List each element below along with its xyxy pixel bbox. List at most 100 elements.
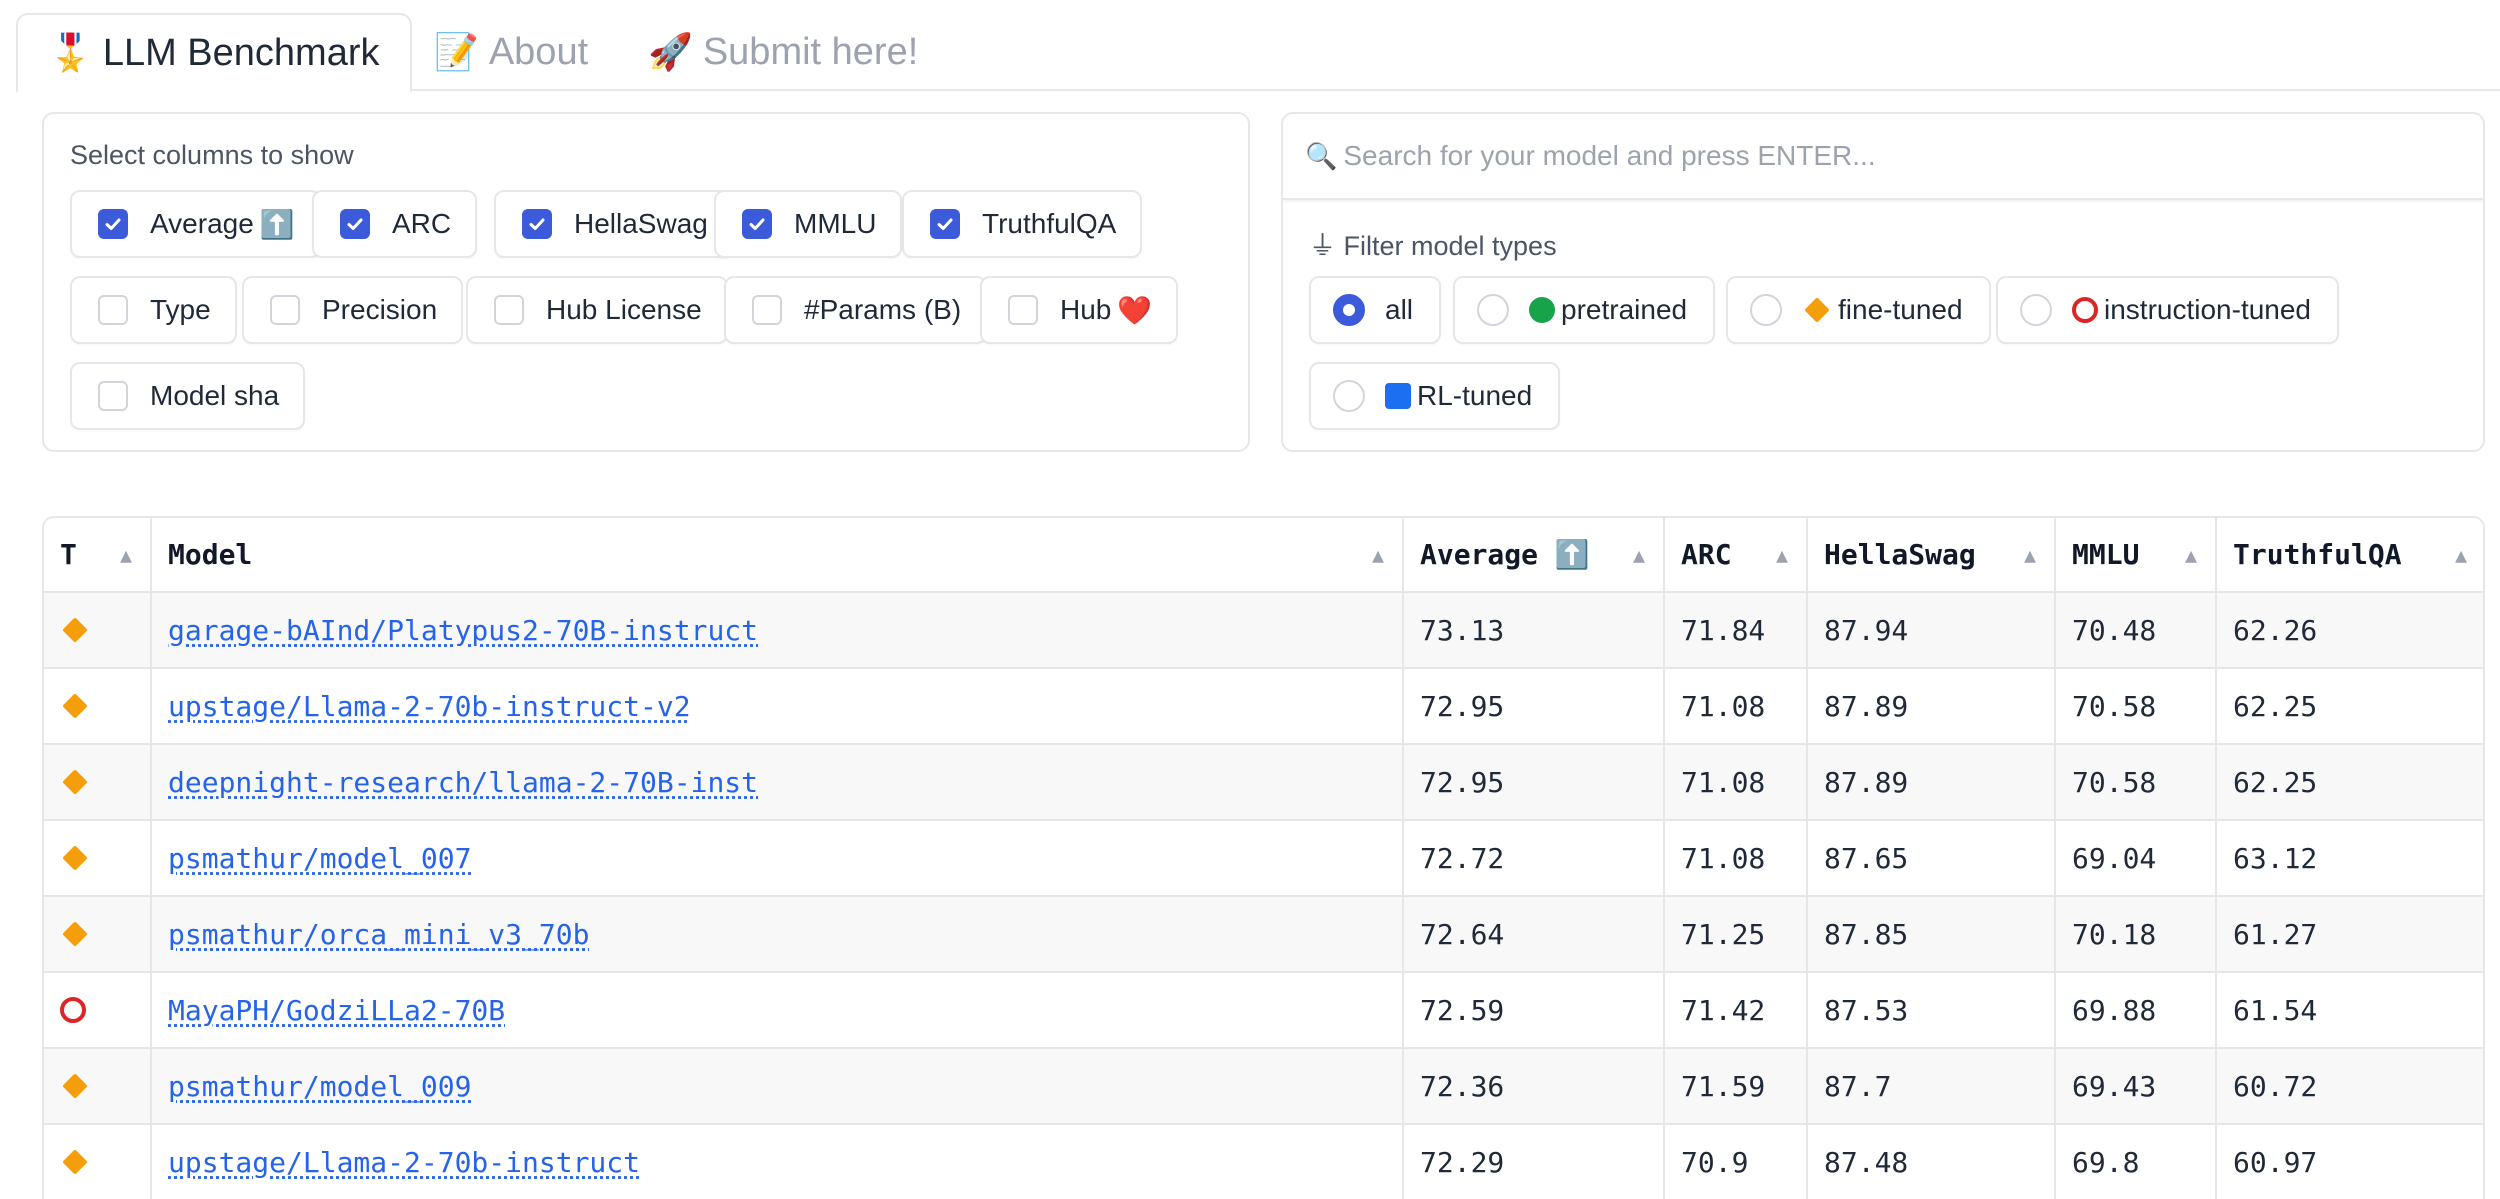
search-box[interactable]: 🔍 — [1283, 114, 2483, 200]
column-option-mmlu[interactable]: MMLU — [714, 190, 903, 258]
column-option-hub-likes[interactable]: Hub ❤️ — [980, 276, 1179, 344]
checkbox[interactable] — [270, 295, 300, 325]
checkbox[interactable] — [98, 381, 128, 411]
column-option-params[interactable]: #Params (B) — [724, 276, 988, 344]
model-cell: psmathur/model_009 — [151, 1048, 1404, 1125]
arc-cell: 71.08 — [1664, 744, 1808, 821]
option-label: pretrained — [1561, 294, 1688, 325]
average-cell: 72.95 — [1403, 668, 1665, 745]
column-header-truthfulqa[interactable]: TruthfulQA ▲ — [2216, 518, 2483, 593]
column-option-hellaswag[interactable]: HellaSwag — [494, 190, 734, 258]
checkbox[interactable] — [930, 209, 960, 239]
checkbox[interactable] — [522, 209, 552, 239]
search-icon: 🔍 — [1305, 140, 1338, 171]
tab-about[interactable]: 📝 About — [434, 13, 588, 91]
filter-option-fine-tuned[interactable]: fine-tuned — [1726, 276, 1991, 344]
model-cell: MayaPH/GodziLLa2-70B — [151, 972, 1404, 1049]
checkbox[interactable] — [742, 209, 772, 239]
type-cell — [44, 972, 152, 1049]
hellaswag-cell: 87.94 — [1807, 592, 2056, 669]
search-input[interactable] — [1343, 140, 2444, 172]
column-option-type[interactable]: Type — [70, 276, 237, 344]
mmlu-cell: 69.43 — [2055, 1048, 2217, 1125]
hellaswag-cell: 87.89 — [1807, 744, 2056, 821]
sort-arrow-icon[interactable]: ▲ — [2023, 542, 2036, 567]
sort-arrow-icon[interactable]: ▲ — [119, 542, 132, 567]
radio-button[interactable] — [1333, 380, 1365, 412]
sort-arrow-icon[interactable]: ▲ — [1632, 542, 1645, 567]
arc-cell: 71.25 — [1664, 896, 1808, 973]
hellaswag-cell: 87.65 — [1807, 820, 2056, 897]
hellaswag-cell: 87.48 — [1807, 1124, 2056, 1199]
model-link[interactable]: upstage/Llama-2-70b-instruct — [168, 1145, 641, 1179]
red-ring-icon — [2072, 297, 2098, 323]
radio-button[interactable] — [1477, 294, 1509, 326]
option-label: #Params (B) — [804, 294, 962, 325]
arc-cell: 71.08 — [1664, 820, 1808, 897]
model-cell: psmathur/model_007 — [151, 820, 1404, 897]
sort-arrow-icon[interactable]: ▲ — [1371, 542, 1384, 567]
checkbox[interactable] — [340, 209, 370, 239]
column-option-truthfulqa[interactable]: TruthfulQA — [902, 190, 1143, 258]
tab-submit[interactable]: 🚀 Submit here! — [648, 13, 918, 91]
average-cell: 73.13 — [1403, 592, 1665, 669]
option-label: fine-tuned — [1838, 294, 1963, 325]
radio-button[interactable] — [1333, 294, 1365, 326]
mmlu-cell: 70.48 — [2055, 592, 2217, 669]
truthfulqa-cell: 60.72 — [2216, 1048, 2483, 1125]
arc-cell: 71.59 — [1664, 1048, 1808, 1125]
option-label: all — [1385, 294, 1414, 325]
radio-button[interactable] — [2020, 294, 2052, 326]
truthfulqa-cell: 62.26 — [2216, 592, 2483, 669]
sort-arrow-icon[interactable]: ▲ — [2454, 542, 2467, 567]
tab-llm-benchmark[interactable]: 🎖️ LLM Benchmark — [16, 13, 412, 93]
column-option-hub-license[interactable]: Hub License — [466, 276, 728, 344]
column-header-type[interactable]: T ▲ — [44, 518, 152, 593]
model-link[interactable]: psmathur/model_009 — [168, 1069, 472, 1103]
column-header-arc[interactable]: ARC ▲ — [1664, 518, 1808, 593]
model-link[interactable]: MayaPH/GodziLLa2-70B — [168, 993, 506, 1027]
model-link[interactable]: psmathur/orca_mini_v3_70b — [168, 917, 590, 951]
checkbox[interactable] — [494, 295, 524, 325]
blue-square-icon — [1385, 383, 1411, 409]
sort-arrow-icon[interactable]: ▲ — [1775, 542, 1788, 567]
type-cell — [44, 1124, 152, 1199]
model-link[interactable]: deepnight-research/llama-2-70B-inst — [168, 765, 759, 799]
search-filter-panel: 🔍 ⏚ Filter model types all pretrained fi… — [1281, 112, 2485, 452]
model-cell: upstage/Llama-2-70b-instruct-v2 — [151, 668, 1404, 745]
column-option-model-sha[interactable]: Model sha — [70, 362, 306, 430]
model-link[interactable]: psmathur/model_007 — [168, 841, 472, 875]
radio-button[interactable] — [1750, 294, 1782, 326]
mmlu-cell: 69.88 — [2055, 972, 2217, 1049]
arc-cell: 71.42 — [1664, 972, 1808, 1049]
column-header-hellaswag[interactable]: HellaSwag ▲ — [1807, 518, 2056, 593]
fine-tuned-diamond-icon — [62, 845, 88, 871]
checkbox[interactable] — [1008, 295, 1038, 325]
table-row: garage-bAInd/Platypus2-70B-instruct 73.1… — [44, 592, 2483, 669]
model-link[interactable]: upstage/Llama-2-70b-instruct-v2 — [168, 689, 691, 723]
filter-title: ⏚ Filter model types — [1309, 231, 1557, 261]
tab-label: About — [488, 30, 589, 73]
column-option-precision[interactable]: Precision — [242, 276, 464, 344]
checkbox[interactable] — [752, 295, 782, 325]
column-header-average[interactable]: Average ⬆️ ▲ — [1403, 518, 1665, 593]
checkbox[interactable] — [98, 209, 128, 239]
mmlu-cell: 69.04 — [2055, 820, 2217, 897]
option-label: RL-tuned — [1417, 380, 1533, 411]
sort-arrow-icon[interactable]: ▲ — [2184, 542, 2197, 567]
filter-option-pretrained[interactable]: pretrained — [1453, 276, 1716, 344]
truthfulqa-cell: 62.25 — [2216, 744, 2483, 821]
filter-option-all[interactable]: all — [1309, 276, 1442, 344]
filter-option-rl-tuned[interactable]: RL-tuned — [1309, 362, 1561, 430]
checkbox[interactable] — [98, 295, 128, 325]
model-link[interactable]: garage-bAInd/Platypus2-70B-instruct — [168, 613, 759, 647]
column-option-arc[interactable]: ARC — [312, 190, 478, 258]
column-option-average[interactable]: Average ⬆️ — [70, 190, 321, 258]
filter-option-instruction-tuned[interactable]: instruction-tuned — [1996, 276, 2340, 344]
hellaswag-cell: 87.89 — [1807, 668, 2056, 745]
fine-tuned-diamond-icon — [62, 921, 88, 947]
column-header-mmlu[interactable]: MMLU ▲ — [2055, 518, 2217, 593]
column-header-model[interactable]: Model ▲ — [151, 518, 1404, 593]
arc-cell: 70.9 — [1664, 1124, 1808, 1199]
heart-icon: ❤️ — [1117, 294, 1153, 326]
